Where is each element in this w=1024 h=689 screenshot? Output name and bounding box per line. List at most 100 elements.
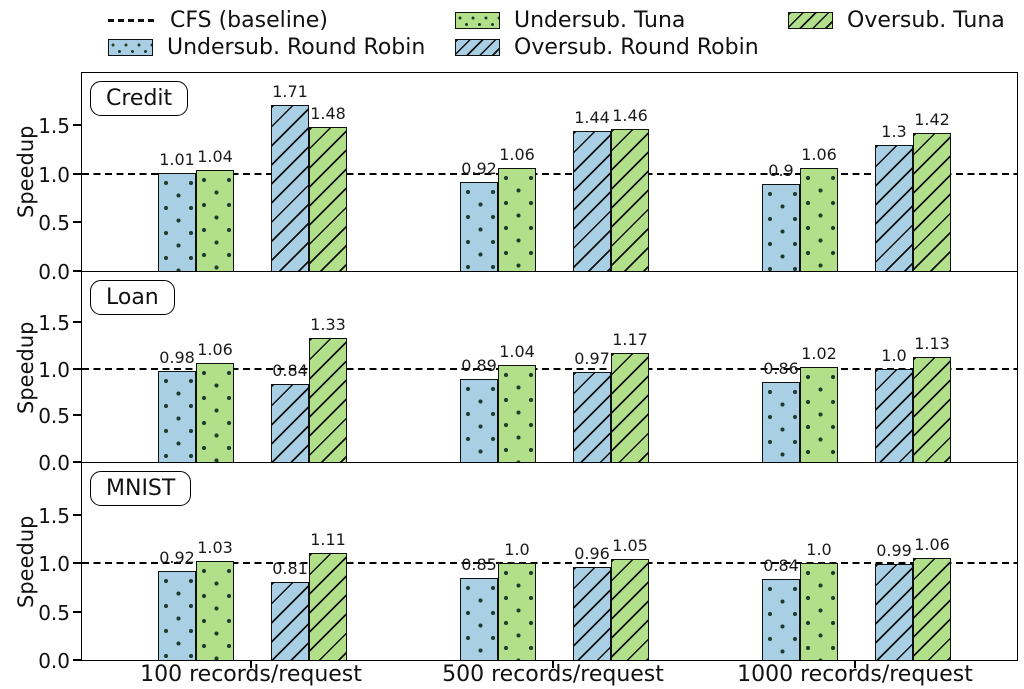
legend-item-undersub-tuna: Undersub. Tuna [455,7,686,33]
y-tick-mark [73,172,82,175]
subplot-mnist: MNIST 0.0 0.5 1.0 1.5 0.92 0.85 0.84 1.03 1.0 1.0… [38,463,1018,673]
bar-value-label: 0.85 [461,554,497,574]
bar-value-label: 0.81 [272,558,308,578]
legend-item-label: Oversub. Round Robin [514,34,759,60]
bar-undersub-round-robin [460,181,498,271]
bar-value-label: 1.05 [612,535,648,555]
y-tick-label: 0.5 [38,404,70,429]
bar-undersub-tuna [196,363,234,462]
y-tick-label: 1.0 [38,357,70,382]
legend-item-oversub-round-robin: Oversub. Round Robin [455,34,759,60]
dashed-line-swatch-icon [108,18,158,22]
bar-value-label: 1.44 [574,108,610,128]
bar-oversub-tuna [913,557,951,660]
y-tick-mark [73,461,82,463]
subplot-credit: Credit 0.0 0.5 1.0 1.5 1.01 0.92 0.9 1.04 1.06 1.… [38,72,1018,284]
bar-value-label: 1.0 [881,345,907,365]
legend-item-oversub-tuna: Oversub. Tuna [788,8,1005,33]
y-tick-label: 1.5 [38,504,70,529]
bar-undersub-tuna [498,365,536,462]
bar-value-label: 1.13 [914,333,950,353]
cfs-baseline-line [82,172,1017,175]
bar-undersub-tuna [196,560,234,660]
bar-value-label: 1.42 [914,110,950,130]
bar-value-label: 1.04 [197,147,233,167]
bar-value-label: 1.06 [914,534,950,554]
bar-undersub-round-robin [460,379,498,462]
bar-oversub-tuna [611,353,649,462]
bar-value-label: 0.92 [461,158,497,178]
y-tick-mark [73,659,82,661]
y-tick-label: 0.0 [38,451,70,475]
bar-value-label: 1.06 [499,145,535,165]
y-tick-label: 1.5 [38,114,70,139]
bar-value-label: 1.01 [159,149,195,169]
bar-oversub-round-robin [875,144,913,271]
bar-value-label: 1.0 [504,540,530,560]
y-tick-mark [73,562,82,565]
bar-oversub-tuna [913,133,951,271]
green-hatched-swatch-icon [788,11,833,29]
y-tick-label: 0.0 [38,260,70,284]
y-tick-mark [73,610,82,613]
bar-value-label: 1.17 [612,330,648,350]
bar-value-label: 0.99 [876,541,912,561]
y-tick-label: 1.5 [38,311,70,336]
bar-oversub-tuna [309,127,347,271]
bar-undersub-tuna [800,563,838,660]
green-dotted-swatch-icon [455,11,500,29]
cfs-baseline-line [82,367,1017,370]
legend-item-cfs-baseline: CFS (baseline) [108,7,328,33]
bar-value-label: 0.84 [763,555,799,575]
blue-hatched-swatch-icon [455,38,500,56]
bar-undersub-tuna [800,367,838,462]
bar-value-label: 1.11 [310,529,346,549]
y-tick-label: 0.0 [38,649,70,673]
bar-oversub-tuna [309,338,347,462]
bar-value-label: 0.84 [272,360,308,380]
bar-undersub-tuna [800,168,838,271]
subplot-loan: Loan 0.0 0.5 1.0 1.5 0.98 0.89 0.86 1.06 1.04 1.0… [38,272,1018,475]
legend-item-undersub-round-robin: Undersub. Round Robin [108,34,426,60]
legend-item-label: Undersub. Tuna [514,7,686,33]
bar-undersub-tuna [498,563,536,660]
bar-value-label: 0.86 [763,358,799,378]
y-tick-mark [73,221,82,224]
bar-value-label: 1.03 [197,537,233,557]
bar-value-label: 1.71 [272,82,308,102]
bar-value-label: 1.33 [310,315,346,335]
y-tick-mark [73,124,82,127]
bar-oversub-tuna [611,129,649,271]
bar-value-label: 0.96 [574,544,610,564]
bar-value-label: 1.3 [881,121,907,141]
bar-oversub-round-robin [271,581,309,660]
y-axis-label: Speedup [14,125,38,219]
bar-oversub-round-robin [271,105,309,271]
legend-item-label: CFS (baseline) [170,7,328,33]
y-tick-mark [73,367,82,370]
x-tick-mark [552,660,554,668]
y-tick-mark [73,414,82,417]
legend-item-label: Undersub. Round Robin [167,34,426,60]
y-tick-mark [73,321,82,324]
bar-oversub-round-robin [271,383,309,462]
bar-value-label: 0.97 [574,348,610,368]
bar-value-label: 1.0 [806,540,832,560]
bar-value-label: 1.46 [612,106,648,126]
bar-value-label: 0.89 [461,356,497,376]
bar-undersub-round-robin [158,172,196,271]
bar-undersub-round-robin [762,578,800,660]
bar-undersub-round-robin [158,571,196,660]
blue-dotted-swatch-icon [108,38,153,56]
bar-value-label: 0.98 [159,347,195,367]
bar-oversub-round-robin [573,371,611,462]
x-tick-mark [250,660,252,668]
bar-value-label: 1.02 [801,344,837,363]
y-axis-label: Speedup [14,515,38,609]
bar-oversub-round-robin [875,564,913,660]
bar-oversub-round-robin [573,567,611,660]
y-axis-label: Speedup [14,321,38,414]
bar-undersub-tuna [498,168,536,271]
y-tick-label: 1.0 [38,162,70,187]
